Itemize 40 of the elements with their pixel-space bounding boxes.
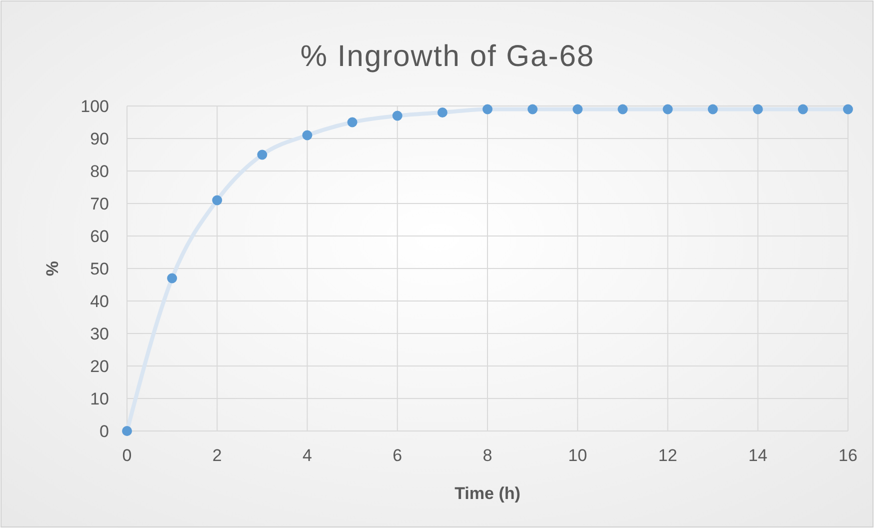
y-tick-label: 50 bbox=[90, 259, 109, 278]
y-axis-title: % bbox=[43, 260, 62, 276]
y-tick-label: 80 bbox=[90, 162, 109, 181]
x-tick-label: 16 bbox=[838, 446, 858, 465]
x-tick-label: 4 bbox=[302, 446, 312, 465]
x-tick-label: 10 bbox=[568, 446, 588, 465]
point bbox=[708, 104, 718, 114]
point bbox=[437, 108, 448, 118]
y-tick-label: 100 bbox=[80, 96, 109, 116]
point bbox=[798, 104, 808, 114]
point bbox=[392, 110, 402, 121]
x-tick-label: 14 bbox=[748, 446, 768, 465]
chart-title: % Ingrowth of Ga-68 bbox=[300, 40, 595, 73]
y-tick-label: 30 bbox=[90, 324, 109, 344]
point bbox=[843, 104, 853, 114]
point bbox=[618, 104, 628, 114]
y-tick-label: 40 bbox=[90, 292, 109, 311]
x-tick-label: 8 bbox=[482, 446, 492, 465]
y-tick-label: 0 bbox=[100, 422, 109, 441]
point bbox=[482, 104, 492, 114]
y-tick-label: 10 bbox=[90, 389, 109, 408]
y-tick-label: 70 bbox=[90, 194, 109, 214]
y-tick-label: 90 bbox=[90, 129, 109, 148]
x-tick-label: 0 bbox=[122, 446, 132, 465]
x-axis-title: Time (h) bbox=[454, 484, 520, 503]
x-tick-label: 6 bbox=[392, 446, 402, 465]
point bbox=[302, 130, 312, 140]
point bbox=[572, 104, 583, 114]
point bbox=[257, 150, 268, 160]
x-tick-label: 2 bbox=[212, 446, 222, 465]
point bbox=[662, 104, 673, 114]
x-tick-label: 12 bbox=[658, 446, 678, 465]
point bbox=[528, 104, 538, 114]
point bbox=[347, 117, 358, 128]
point bbox=[167, 273, 178, 284]
y-tick-label: 60 bbox=[90, 226, 109, 246]
y-tick-label: 20 bbox=[90, 356, 109, 376]
point bbox=[752, 104, 763, 114]
point bbox=[122, 426, 132, 436]
point bbox=[212, 195, 222, 206]
